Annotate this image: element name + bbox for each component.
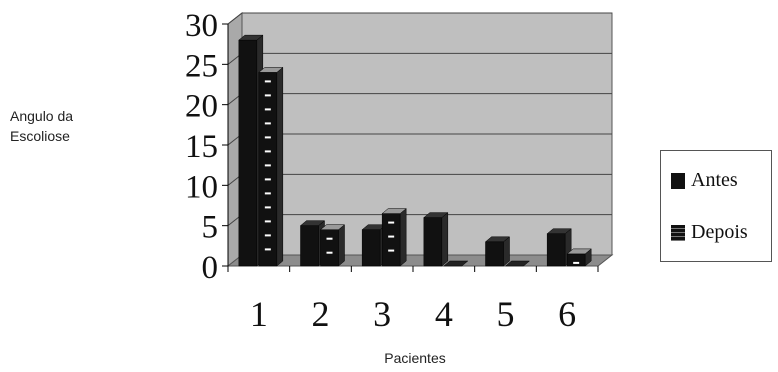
bar-front bbox=[423, 217, 443, 267]
y-tick-label: 30 bbox=[185, 8, 218, 44]
legend-item-depois: Depois bbox=[671, 221, 748, 244]
bar-front bbox=[361, 229, 381, 267]
y-tick-label: 20 bbox=[185, 89, 218, 125]
x-tick-label: 1 bbox=[250, 294, 268, 334]
bar-front bbox=[238, 39, 258, 267]
plot-area bbox=[226, 11, 614, 268]
bar-pattern-mark bbox=[326, 237, 333, 240]
bar-side bbox=[276, 66, 284, 267]
y-axis-label-line-1: Angulo da bbox=[10, 108, 74, 124]
x-axis-label: Pacientes bbox=[384, 350, 446, 366]
bar-front bbox=[320, 229, 339, 267]
x-tick-label: 6 bbox=[558, 294, 576, 334]
bar-pattern-mark bbox=[388, 235, 395, 238]
bar-antes bbox=[546, 228, 572, 267]
bar-pattern-mark bbox=[388, 249, 395, 252]
bar-side bbox=[399, 208, 407, 267]
bar-pattern-mark bbox=[388, 221, 395, 224]
bar-top bbox=[381, 208, 407, 214]
bar-top bbox=[423, 212, 449, 218]
bar-pattern-mark bbox=[264, 80, 271, 83]
bar-depois bbox=[566, 248, 592, 267]
y-axis-label-line-2: Escoliose bbox=[10, 128, 70, 144]
legend-swatch-antes bbox=[671, 172, 685, 189]
y-tick-label: 0 bbox=[202, 250, 219, 286]
bar-pattern-mark bbox=[264, 206, 271, 209]
bar-top bbox=[484, 236, 511, 243]
legend-label-antes: Antes bbox=[691, 169, 738, 191]
x-tick-label: 4 bbox=[435, 294, 453, 334]
y-tick-label: 15 bbox=[185, 129, 218, 165]
x-tick-label: 3 bbox=[373, 294, 391, 334]
bar-front bbox=[300, 225, 319, 267]
bar-pattern-mark bbox=[264, 220, 271, 223]
bar-antes bbox=[484, 236, 511, 267]
bar-front bbox=[258, 72, 278, 267]
bar-pattern-mark bbox=[264, 150, 271, 153]
bar-top bbox=[299, 220, 326, 226]
bar-top bbox=[258, 67, 284, 73]
bar-pattern-mark bbox=[264, 108, 271, 111]
bar-antes bbox=[423, 212, 449, 267]
bar-front bbox=[485, 241, 504, 267]
y-tick-label: 5 bbox=[202, 210, 219, 246]
bar-pattern-mark bbox=[264, 94, 271, 97]
y-tick-label: 25 bbox=[185, 48, 218, 84]
bar-front bbox=[381, 213, 401, 267]
x-tick-label: 5 bbox=[497, 294, 515, 334]
bar-pattern-mark bbox=[264, 178, 271, 181]
bar-depois bbox=[319, 224, 346, 267]
legend-label-depois: Depois bbox=[691, 221, 748, 243]
legend-swatch-depois bbox=[671, 224, 685, 241]
bar-top bbox=[443, 260, 469, 267]
bar-pattern-mark bbox=[264, 248, 271, 251]
bar-pattern-mark bbox=[264, 234, 271, 237]
gridline bbox=[227, 12, 612, 25]
bar-top bbox=[238, 34, 264, 41]
bar-pattern-mark bbox=[326, 251, 333, 254]
bar-depois bbox=[381, 208, 407, 267]
bar-side bbox=[441, 212, 449, 267]
bar-pattern-mark bbox=[264, 122, 271, 125]
bars bbox=[238, 34, 592, 267]
bar-front bbox=[546, 233, 566, 267]
bar-top bbox=[546, 228, 572, 234]
bar-pattern-mark bbox=[264, 136, 271, 139]
x-tick-label: 2 bbox=[312, 294, 330, 334]
bar-side bbox=[338, 224, 345, 267]
x-axis-ticks: 1 2 3 4 5 6 bbox=[227, 266, 599, 334]
bar-front bbox=[566, 253, 586, 267]
y-axis-ticks: 0 5 10 15 20 25 30 bbox=[185, 8, 229, 286]
bar-pattern-mark bbox=[573, 261, 580, 264]
y-tick-label: 10 bbox=[185, 169, 218, 205]
bar-pattern-mark bbox=[264, 192, 271, 195]
bar-top bbox=[504, 260, 531, 267]
legend-item-antes: Antes bbox=[671, 169, 738, 192]
legend: Antes Depois bbox=[660, 150, 772, 262]
bar-depois bbox=[258, 66, 284, 267]
bar-top bbox=[566, 248, 592, 255]
bar-pattern-mark bbox=[264, 164, 271, 167]
bar-top bbox=[319, 224, 346, 230]
bar-depois bbox=[504, 260, 531, 267]
bar-depois bbox=[443, 260, 469, 267]
